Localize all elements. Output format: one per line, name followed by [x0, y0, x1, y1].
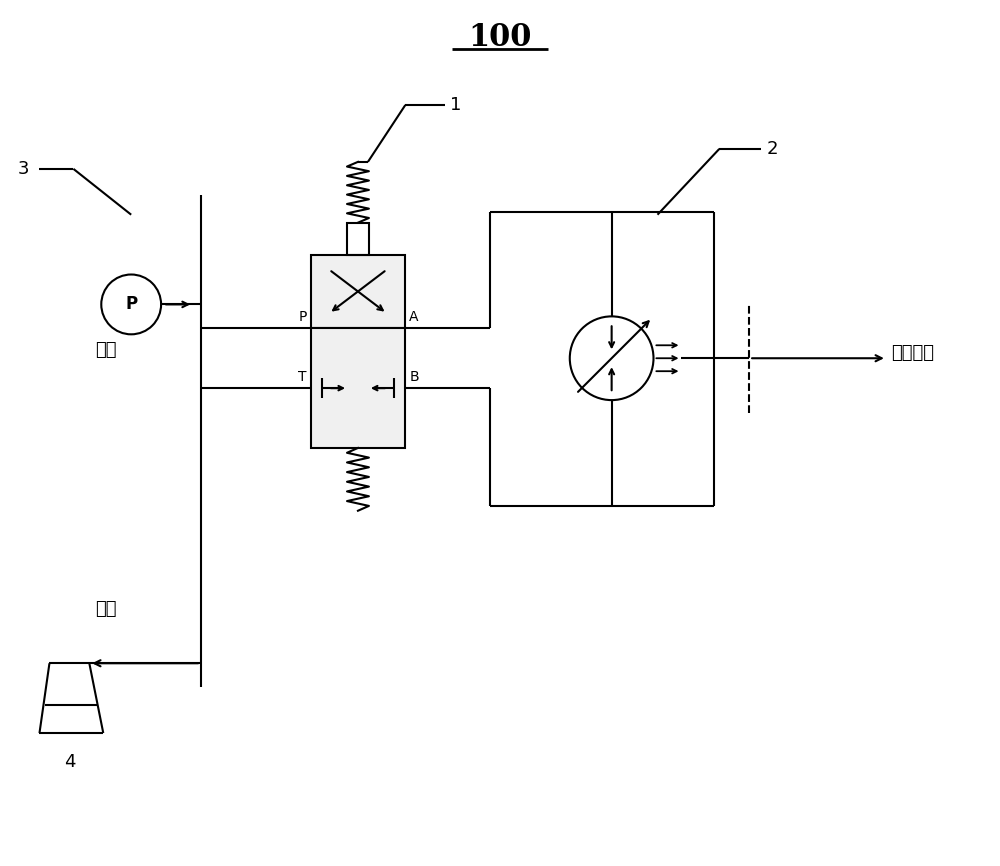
Text: 驱动舱门: 驱动舱门	[891, 345, 934, 362]
Text: B: B	[409, 370, 419, 385]
Text: P: P	[125, 295, 137, 313]
Text: 供油: 供油	[96, 341, 117, 359]
Bar	[311, 328, 405, 448]
Text: P: P	[298, 310, 307, 325]
Text: 回油: 回油	[96, 600, 117, 618]
Text: A: A	[409, 310, 419, 325]
Text: 2: 2	[766, 140, 778, 158]
Text: 3: 3	[18, 160, 30, 178]
Text: 4: 4	[64, 753, 75, 771]
Bar	[311, 255, 405, 328]
Text: 1: 1	[450, 96, 462, 114]
Bar	[347, 223, 369, 255]
Text: 100: 100	[468, 23, 532, 54]
Text: T: T	[298, 370, 307, 385]
